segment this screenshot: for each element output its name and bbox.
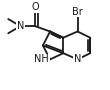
Text: Br: Br <box>72 7 83 17</box>
Text: O: O <box>31 2 39 12</box>
Text: N: N <box>17 21 24 31</box>
Text: NH: NH <box>34 54 49 64</box>
Text: N: N <box>74 54 81 64</box>
